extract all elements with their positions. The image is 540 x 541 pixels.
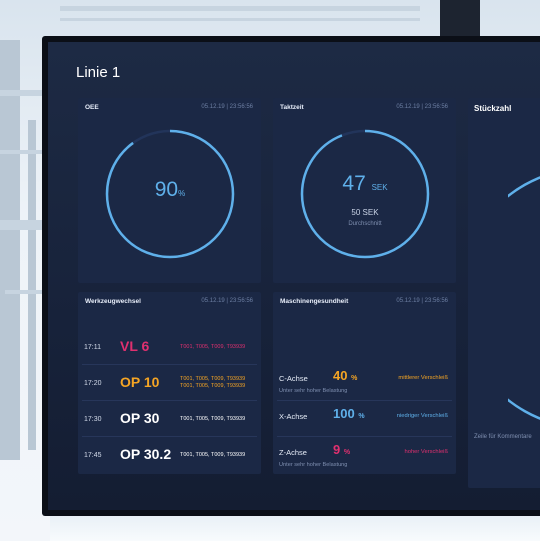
row-divider bbox=[277, 400, 452, 401]
axis-percent: 9 % bbox=[333, 442, 350, 457]
axis-row[interactable]: Z-Achse 9 % hoher Verschleiß Unter sehr … bbox=[273, 436, 456, 472]
axis-value: 100 bbox=[333, 406, 355, 421]
row-divider bbox=[82, 400, 257, 401]
toolchange-time: 17:20 bbox=[84, 380, 102, 387]
axis-value: 9 bbox=[333, 442, 341, 457]
stueckzahl-panel[interactable]: Stückzahl Zeile für Kommentare bbox=[468, 98, 540, 488]
axis-status: niedriger Verschleiß bbox=[396, 413, 448, 419]
toolchange-time: 17:45 bbox=[84, 452, 102, 459]
taktzeit-target-label: Durchschnitt bbox=[348, 221, 382, 227]
maschinengesundheit-panel[interactable]: Maschinengesundheit 05.12.19 | 23:56:56 … bbox=[273, 292, 456, 474]
stueckzahl-gauge-arc bbox=[508, 176, 540, 420]
taktzeit-title: Taktzeit bbox=[280, 104, 304, 111]
oee-gauge-ring bbox=[105, 129, 235, 259]
toolchange-tools: T001, T005, T009, T93939 bbox=[180, 416, 245, 423]
axis-row[interactable]: X-Achse 100 % niedriger Verschleiß bbox=[273, 400, 456, 436]
axis-unit: % bbox=[351, 375, 358, 382]
axis-name: C-Achse bbox=[279, 374, 308, 383]
toolchange-op: OP 30 bbox=[120, 410, 160, 426]
taktzeit-unit: SEK bbox=[371, 183, 388, 192]
axis-unit: % bbox=[358, 413, 365, 420]
tool-list-line: T001, T005, T009, T93939 bbox=[180, 452, 246, 458]
axis-status: mittlerer Verschleiß bbox=[398, 375, 448, 381]
axis-row[interactable]: C-Achse 40 % mittlerer Verschleiß Unter … bbox=[273, 362, 456, 398]
oee-value-wrap: 90% bbox=[104, 178, 236, 202]
row-divider bbox=[277, 436, 452, 437]
oee-title: OEE bbox=[85, 104, 99, 111]
axis-note: Unter sehr hoher Belastung bbox=[279, 388, 348, 394]
toolchange-row[interactable]: 17:20 OP 10 T001, T005, T009, T93939 T00… bbox=[78, 364, 261, 400]
axis-status: hoher Verschleiß bbox=[404, 449, 449, 455]
toolchange-op: OP 30.2 bbox=[120, 446, 172, 462]
toolchange-tools: T001, T005, T009, T93939 bbox=[180, 344, 245, 351]
toolchange-row[interactable]: 17:45 OP 30.2 T001, T005, T009, T93939 bbox=[78, 436, 261, 472]
row-divider bbox=[82, 436, 257, 437]
toolchange-time: 17:11 bbox=[84, 344, 101, 351]
taktzeit-gauge-ring bbox=[300, 129, 430, 259]
taktzeit-timestamp: 05.12.19 | 23:56:56 bbox=[396, 104, 448, 110]
dashboard-screen: Linie 1 OEE 05.12.19 | 23:56:56 90% Takt… bbox=[48, 42, 540, 510]
taktzeit-value-wrap: 47 SEK bbox=[299, 172, 431, 196]
stueckzahl-comment: Zeile für Kommentare bbox=[474, 434, 532, 440]
tool-list-line: T001, T005, T009, T93939 bbox=[180, 344, 246, 350]
toolchange-op: VL 6 bbox=[120, 338, 150, 354]
oee-value: 90 bbox=[154, 178, 179, 201]
axis-name: Z-Achse bbox=[279, 448, 307, 457]
toolchange-tools: T001, T005, T009, T93939 bbox=[180, 452, 245, 459]
page-title: Linie 1 bbox=[76, 64, 121, 81]
werkzeugwechsel-panel[interactable]: Werkzeugwechsel 05.12.19 | 23:56:56 17:1… bbox=[78, 292, 261, 474]
monitor-mount bbox=[440, 0, 480, 36]
oee-gauge: 90% bbox=[104, 128, 236, 260]
toolchange-op: OP 10 bbox=[120, 374, 160, 390]
tool-list-line: T001, T005, T009, T93939 bbox=[180, 416, 246, 422]
axis-percent: 40 % bbox=[333, 368, 357, 383]
monitor: Linie 1 OEE 05.12.19 | 23:56:56 90% Takt… bbox=[42, 36, 540, 516]
axis-unit: % bbox=[343, 449, 351, 456]
werkzeugwechsel-title: Werkzeugwechsel bbox=[85, 298, 141, 305]
taktzeit-panel[interactable]: Taktzeit 05.12.19 | 23:56:56 47 SEK 50 S… bbox=[273, 98, 456, 283]
toolchange-row[interactable]: 17:11 VL 6 T001, T005, T009, T93939 bbox=[78, 328, 261, 364]
werkzeugwechsel-timestamp: 05.12.19 | 23:56:56 bbox=[201, 298, 253, 304]
stueckzahl-title: Stückzahl bbox=[474, 104, 512, 113]
toolchange-time: 17:30 bbox=[84, 416, 102, 423]
oee-unit: % bbox=[178, 189, 186, 198]
axis-value: 40 bbox=[333, 368, 348, 383]
axis-note: Unter sehr hoher Belastung bbox=[279, 462, 348, 468]
stueckzahl-gauge-ring bbox=[508, 176, 540, 420]
toolchange-row[interactable]: 17:30 OP 30 T001, T005, T009, T93939 bbox=[78, 400, 261, 436]
row-divider bbox=[82, 364, 257, 365]
oee-timestamp: 05.12.19 | 23:56:56 bbox=[201, 104, 253, 110]
oee-panel[interactable]: OEE 05.12.19 | 23:56:56 90% bbox=[78, 98, 261, 283]
axis-name: X-Achse bbox=[279, 412, 308, 421]
taktzeit-target: 50 SEK bbox=[351, 208, 379, 217]
maschinengesundheit-timestamp: 05.12.19 | 23:56:56 bbox=[396, 298, 448, 304]
maschinengesundheit-title: Maschinengesundheit bbox=[280, 298, 349, 305]
tool-list-line: T001, T005, T009, T93939 bbox=[180, 376, 246, 382]
taktzeit-gauge: 47 SEK 50 SEK Durchschnitt bbox=[299, 128, 431, 260]
axis-percent: 100 % bbox=[333, 406, 365, 421]
toolchange-tools: T001, T005, T009, T93939 T001, T005, T00… bbox=[180, 376, 245, 390]
tool-list-line: T001, T005, T009, T93939 bbox=[180, 383, 246, 389]
taktzeit-value: 47 bbox=[342, 172, 366, 195]
oee-gauge-arc bbox=[105, 129, 235, 259]
taktzeit-gauge-arc bbox=[300, 129, 430, 259]
